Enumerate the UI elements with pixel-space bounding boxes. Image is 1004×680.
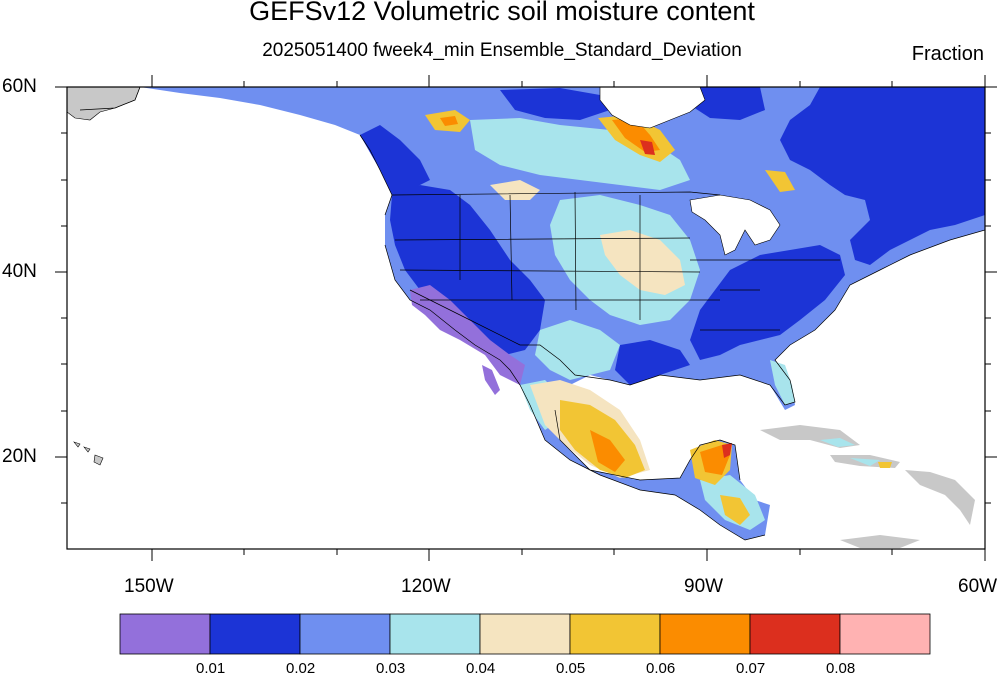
map-subtitle: 2025051400 fweek4_min Ensemble_Standard_… — [262, 40, 742, 61]
caribbean-islands — [760, 425, 975, 548]
cyan-florida — [770, 360, 795, 405]
colorbar-swatch — [119, 613, 211, 655]
purple-southwest — [410, 285, 525, 385]
colorbar-swatch — [569, 613, 661, 655]
colorbar-swatch — [659, 613, 751, 655]
beige-plains — [600, 230, 685, 295]
political-boundaries — [79, 87, 985, 541]
cyan-gulf — [535, 320, 620, 380]
units-label: Fraction — [911, 43, 984, 65]
lat-label-40n: 40N — [2, 261, 37, 282]
colorbar-tick-label: 0.04 — [466, 660, 496, 677]
colorbar-swatch — [839, 613, 931, 655]
colorbar-swatch — [389, 613, 481, 655]
dark-blue-canada-east — [780, 87, 985, 265]
great-lakes — [689, 194, 781, 256]
colorbar-tick-label: 0.02 — [286, 660, 316, 677]
caribbean-yellow — [878, 462, 892, 468]
lon-label-90w: 90W — [684, 576, 724, 597]
lon-label-60w: 60W — [958, 576, 998, 597]
colorbar-swatch — [299, 613, 391, 655]
colorbar-tick-label: 0.01 — [196, 660, 226, 677]
hawaii-islands — [73, 441, 104, 466]
yellow-central-america — [720, 495, 750, 525]
cyan-canada-central — [470, 118, 690, 190]
purple-baja — [482, 365, 500, 395]
dark-blue-southeast — [615, 340, 690, 385]
colorbar-tick-label: 0.06 — [646, 660, 676, 677]
colorbar-swatch — [749, 613, 841, 655]
map-title: GEFSv12 Volumetric soil moisture content — [249, 0, 755, 26]
lat-label-60n: 60N — [2, 76, 37, 97]
colorbar — [119, 613, 931, 655]
colorbar-swatch — [479, 613, 571, 655]
red-yucatan — [722, 443, 732, 458]
dark-blue-west — [390, 185, 545, 355]
lon-label-120w: 120W — [401, 576, 451, 597]
yellow-canada-3 — [765, 170, 795, 192]
colorbar-tick-label: 0.05 — [556, 660, 586, 677]
dark-blue-east-us — [690, 245, 845, 360]
lon-label-150w: 150W — [124, 576, 174, 597]
colorbar-swatch — [209, 613, 301, 655]
red-canada-2 — [640, 140, 655, 155]
lat-label-20n: 20N — [2, 446, 37, 467]
colorbar-tick-label: 0.08 — [826, 660, 856, 677]
colorbar-tick-label: 0.07 — [736, 660, 766, 677]
orange-canada-1 — [440, 116, 458, 126]
axis-ticks — [55, 75, 997, 561]
orange-mexico — [590, 430, 625, 472]
soil-moisture-field — [67, 87, 985, 548]
colorbar-tick-label: 0.03 — [376, 660, 406, 677]
beige-canada — [490, 180, 540, 200]
caribbean-cyan — [820, 438, 880, 466]
dark-blue-plains-north — [500, 88, 610, 120]
dark-blue-northwest — [360, 125, 430, 195]
orange-yucatan — [700, 445, 730, 475]
land-base-medium-blue — [140, 87, 985, 540]
hudson-bay — [599, 87, 706, 129]
